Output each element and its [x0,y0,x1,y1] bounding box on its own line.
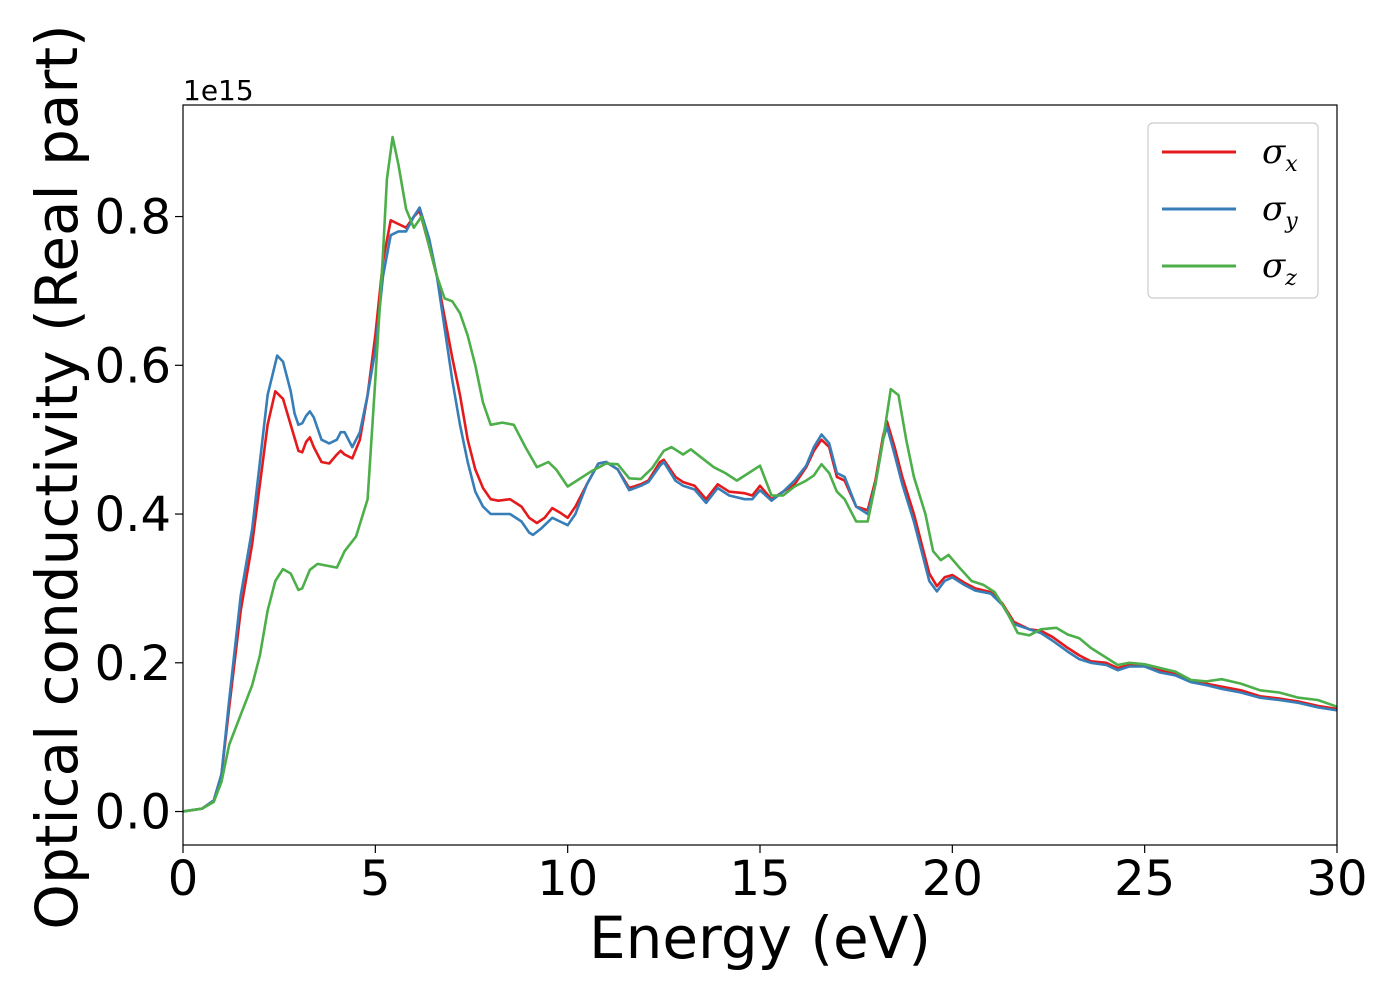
x-axis-title: Energy (eV) [589,904,931,972]
y-tick-label: 0.4 [95,487,171,543]
y-offset-text: 1e15 [183,74,254,107]
x-tick-label: 5 [360,851,391,907]
x-tick-label: 10 [537,851,598,907]
y-tick-label: 0.2 [95,636,171,692]
y-tick-label: 0.0 [95,785,171,841]
x-tick-label: 30 [1306,851,1367,907]
x-tick-label: 15 [729,851,790,907]
x-tick-label: 20 [922,851,983,907]
series-lines [183,135,1337,813]
y-axis-title: Optical conductivity (Real part) [23,24,91,929]
x-tick-label: 25 [1114,851,1175,907]
y-tick-label: 0.8 [95,190,171,246]
series-line-z [183,135,1337,813]
legend-label-x: σx [1262,132,1298,177]
y-tick-label: 0.6 [95,338,171,394]
x-tick-label: 0 [168,851,199,907]
